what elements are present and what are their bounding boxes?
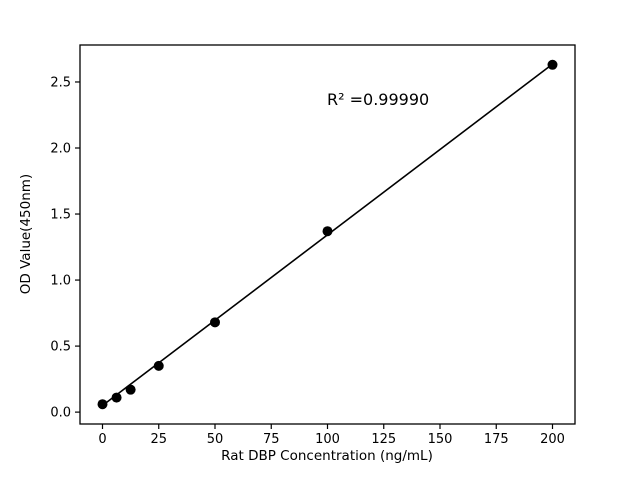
data-point <box>547 59 558 70</box>
x-tick-label: 100 <box>315 432 340 447</box>
data-point <box>210 317 220 328</box>
x-tick-label: 200 <box>540 432 565 447</box>
r-squared-annotation: R² =0.99990 <box>327 90 429 109</box>
y-tick-label: 1.0 <box>50 274 71 289</box>
x-tick-label: 0 <box>98 432 106 447</box>
y-tick-label: 0.5 <box>50 340 71 355</box>
y-axis-label: OD Value(450nm) <box>18 174 34 294</box>
x-tick-label: 175 <box>484 432 509 447</box>
data-point <box>153 360 164 371</box>
y-tick-label: 0.0 <box>50 406 71 421</box>
y-tick-label: 1.5 <box>50 208 71 223</box>
data-point <box>111 392 122 403</box>
x-tick-label: 25 <box>150 432 167 447</box>
data-point <box>322 226 333 237</box>
x-tick-label: 75 <box>263 432 280 447</box>
y-tick-label: 2.0 <box>50 142 71 157</box>
data-point <box>125 384 136 395</box>
x-tick-label: 125 <box>371 432 396 447</box>
axis-ticks: 0 25 50 75 100 125 150 175 200 0.0 0.5 1.0 1.5 2.0 2.5 <box>50 75 565 447</box>
data-point <box>97 399 108 410</box>
x-tick-label: 150 <box>428 432 453 447</box>
data-layer <box>97 59 558 410</box>
axes-spines <box>79 44 576 425</box>
x-axis-label: Rat DBP Concentration (ng/mL) <box>221 448 433 464</box>
x-tick-label: 50 <box>207 432 224 447</box>
y-tick-label: 2.5 <box>50 75 71 90</box>
